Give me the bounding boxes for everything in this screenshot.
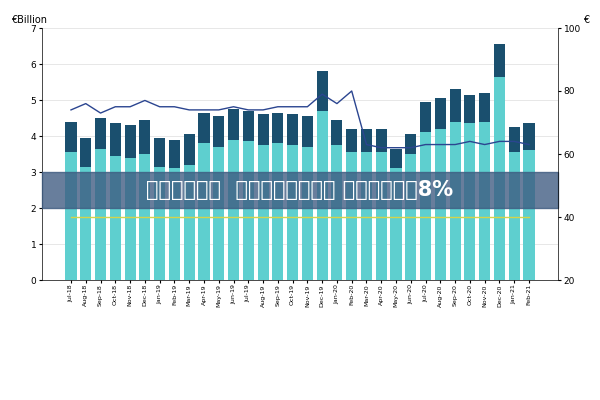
Bar: [110, 156, 121, 280]
Bar: [257, 145, 269, 280]
Bar: [376, 129, 387, 152]
Bar: [391, 149, 401, 168]
Text: €Billion: €Billion: [11, 16, 47, 26]
Bar: [420, 102, 431, 132]
Bar: [331, 145, 343, 280]
Bar: [405, 134, 416, 154]
Bar: [287, 114, 298, 145]
Bar: [169, 168, 180, 280]
Bar: [139, 154, 151, 280]
Bar: [272, 113, 283, 143]
Bar: [65, 152, 77, 280]
Bar: [65, 122, 77, 152]
Bar: [257, 114, 269, 145]
Bar: [405, 154, 416, 280]
Bar: [479, 122, 490, 280]
Bar: [317, 71, 328, 111]
Bar: [302, 116, 313, 147]
Bar: [125, 158, 136, 280]
Bar: [435, 98, 446, 129]
Bar: [213, 147, 224, 280]
Bar: [509, 152, 520, 280]
Bar: [302, 147, 313, 280]
Bar: [95, 118, 106, 149]
Bar: [331, 120, 343, 145]
Bar: [139, 120, 151, 154]
Bar: [243, 142, 254, 280]
Bar: [199, 143, 209, 280]
Bar: [361, 129, 372, 152]
Bar: [272, 143, 283, 280]
Bar: [361, 152, 372, 280]
Text: €: €: [583, 16, 589, 26]
Bar: [184, 134, 195, 165]
Bar: [464, 124, 475, 280]
Bar: [213, 116, 224, 147]
Bar: [184, 165, 195, 280]
Bar: [110, 123, 121, 156]
Bar: [125, 125, 136, 158]
Bar: [80, 167, 91, 280]
Bar: [376, 152, 387, 280]
Bar: [287, 145, 298, 280]
Bar: [199, 113, 209, 143]
Bar: [228, 140, 239, 280]
Bar: [346, 129, 357, 152]
Bar: [228, 109, 239, 140]
Bar: [317, 111, 328, 280]
Bar: [420, 132, 431, 280]
Bar: [464, 95, 475, 124]
Bar: [449, 122, 461, 280]
Bar: [346, 152, 357, 280]
Bar: [494, 44, 505, 77]
Bar: [523, 124, 535, 150]
Bar: [243, 111, 254, 142]
Bar: [169, 140, 180, 168]
Bar: [494, 77, 505, 280]
Bar: [154, 167, 165, 280]
Bar: [95, 149, 106, 280]
Bar: [154, 138, 165, 167]
Bar: [80, 138, 91, 167]
Bar: [435, 129, 446, 280]
Bar: [449, 89, 461, 122]
Bar: [509, 127, 520, 152]
Bar: [523, 150, 535, 280]
Bar: [479, 93, 490, 122]
Bar: [42, 172, 558, 208]
Bar: [391, 168, 401, 280]
Text: 配资平台哪个  人造肉概念股异动 海欣食品涨近8%: 配资平台哪个 人造肉概念股异动 海欣食品涨近8%: [146, 180, 454, 200]
